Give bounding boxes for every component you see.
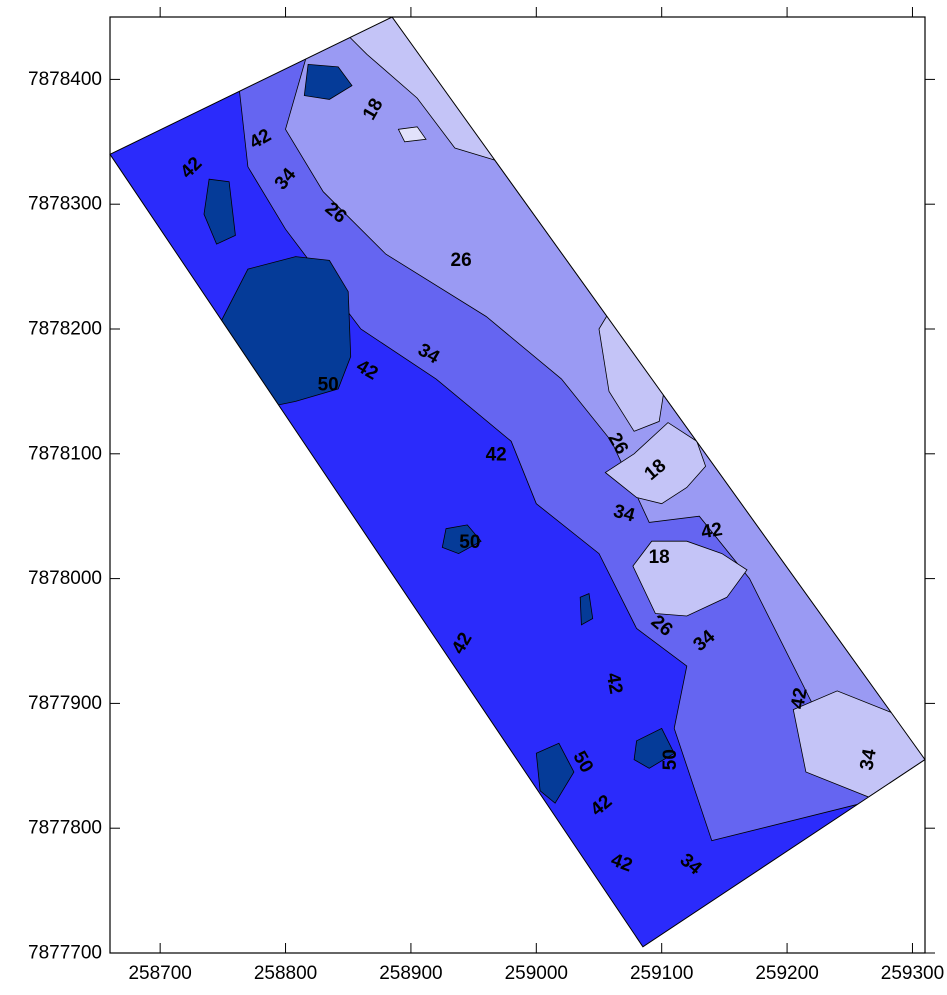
contour-fill-layer [110, 17, 925, 947]
contour-label-42: 42 [602, 671, 626, 695]
axes: 258700 258800 258900 259000 259100 259200 2593… [28, 7, 944, 984]
y-tick-label: 7878100 [28, 443, 102, 464]
contour-label-50: 50 [660, 749, 681, 770]
x-tick-label: 258700 [128, 963, 191, 984]
plot-frame [109, 16, 926, 954]
contour-label-42: 42 [700, 519, 724, 543]
contour-region-4 [632, 540, 748, 617]
contour-region-10 [535, 742, 575, 804]
contour-label-26: 26 [451, 250, 472, 271]
y-tick-label: 7877800 [28, 818, 102, 839]
contour-label-50: 50 [318, 375, 339, 396]
x-tick-label: 259300 [881, 963, 944, 984]
x-tick-label: 259000 [505, 963, 568, 984]
x-tick-label: 258900 [379, 963, 442, 984]
contour-label-18: 18 [649, 547, 670, 568]
contour-region-1 [397, 126, 427, 143]
contour-region-8 [303, 63, 353, 100]
contour-label-42: 42 [787, 686, 811, 710]
contour-region-13 [579, 593, 594, 626]
x-tick-label: 259100 [630, 963, 693, 984]
contour-region-9 [441, 524, 482, 555]
contour-region-0 [341, 17, 498, 162]
y-tick-label: 7877900 [28, 693, 102, 714]
y-tick-label: 7877700 [28, 943, 102, 964]
x-tick-label: 259200 [755, 963, 818, 984]
y-tick-label: 7878200 [28, 319, 102, 340]
x-tick-label: 258800 [254, 963, 317, 984]
contour-region-11 [633, 727, 675, 769]
contour-region-5 [792, 690, 925, 798]
y-tick-label: 7878300 [28, 194, 102, 215]
contour-label-42: 42 [486, 445, 507, 466]
y-tick-label: 7878000 [28, 568, 102, 589]
contour-label-34: 34 [856, 747, 880, 772]
contour-region-7 [203, 178, 236, 245]
contour-label-50: 50 [459, 532, 480, 553]
y-tick-label: 7878400 [28, 69, 102, 90]
contour-region-3 [604, 422, 707, 505]
contour-region-12 [567, 871, 597, 910]
